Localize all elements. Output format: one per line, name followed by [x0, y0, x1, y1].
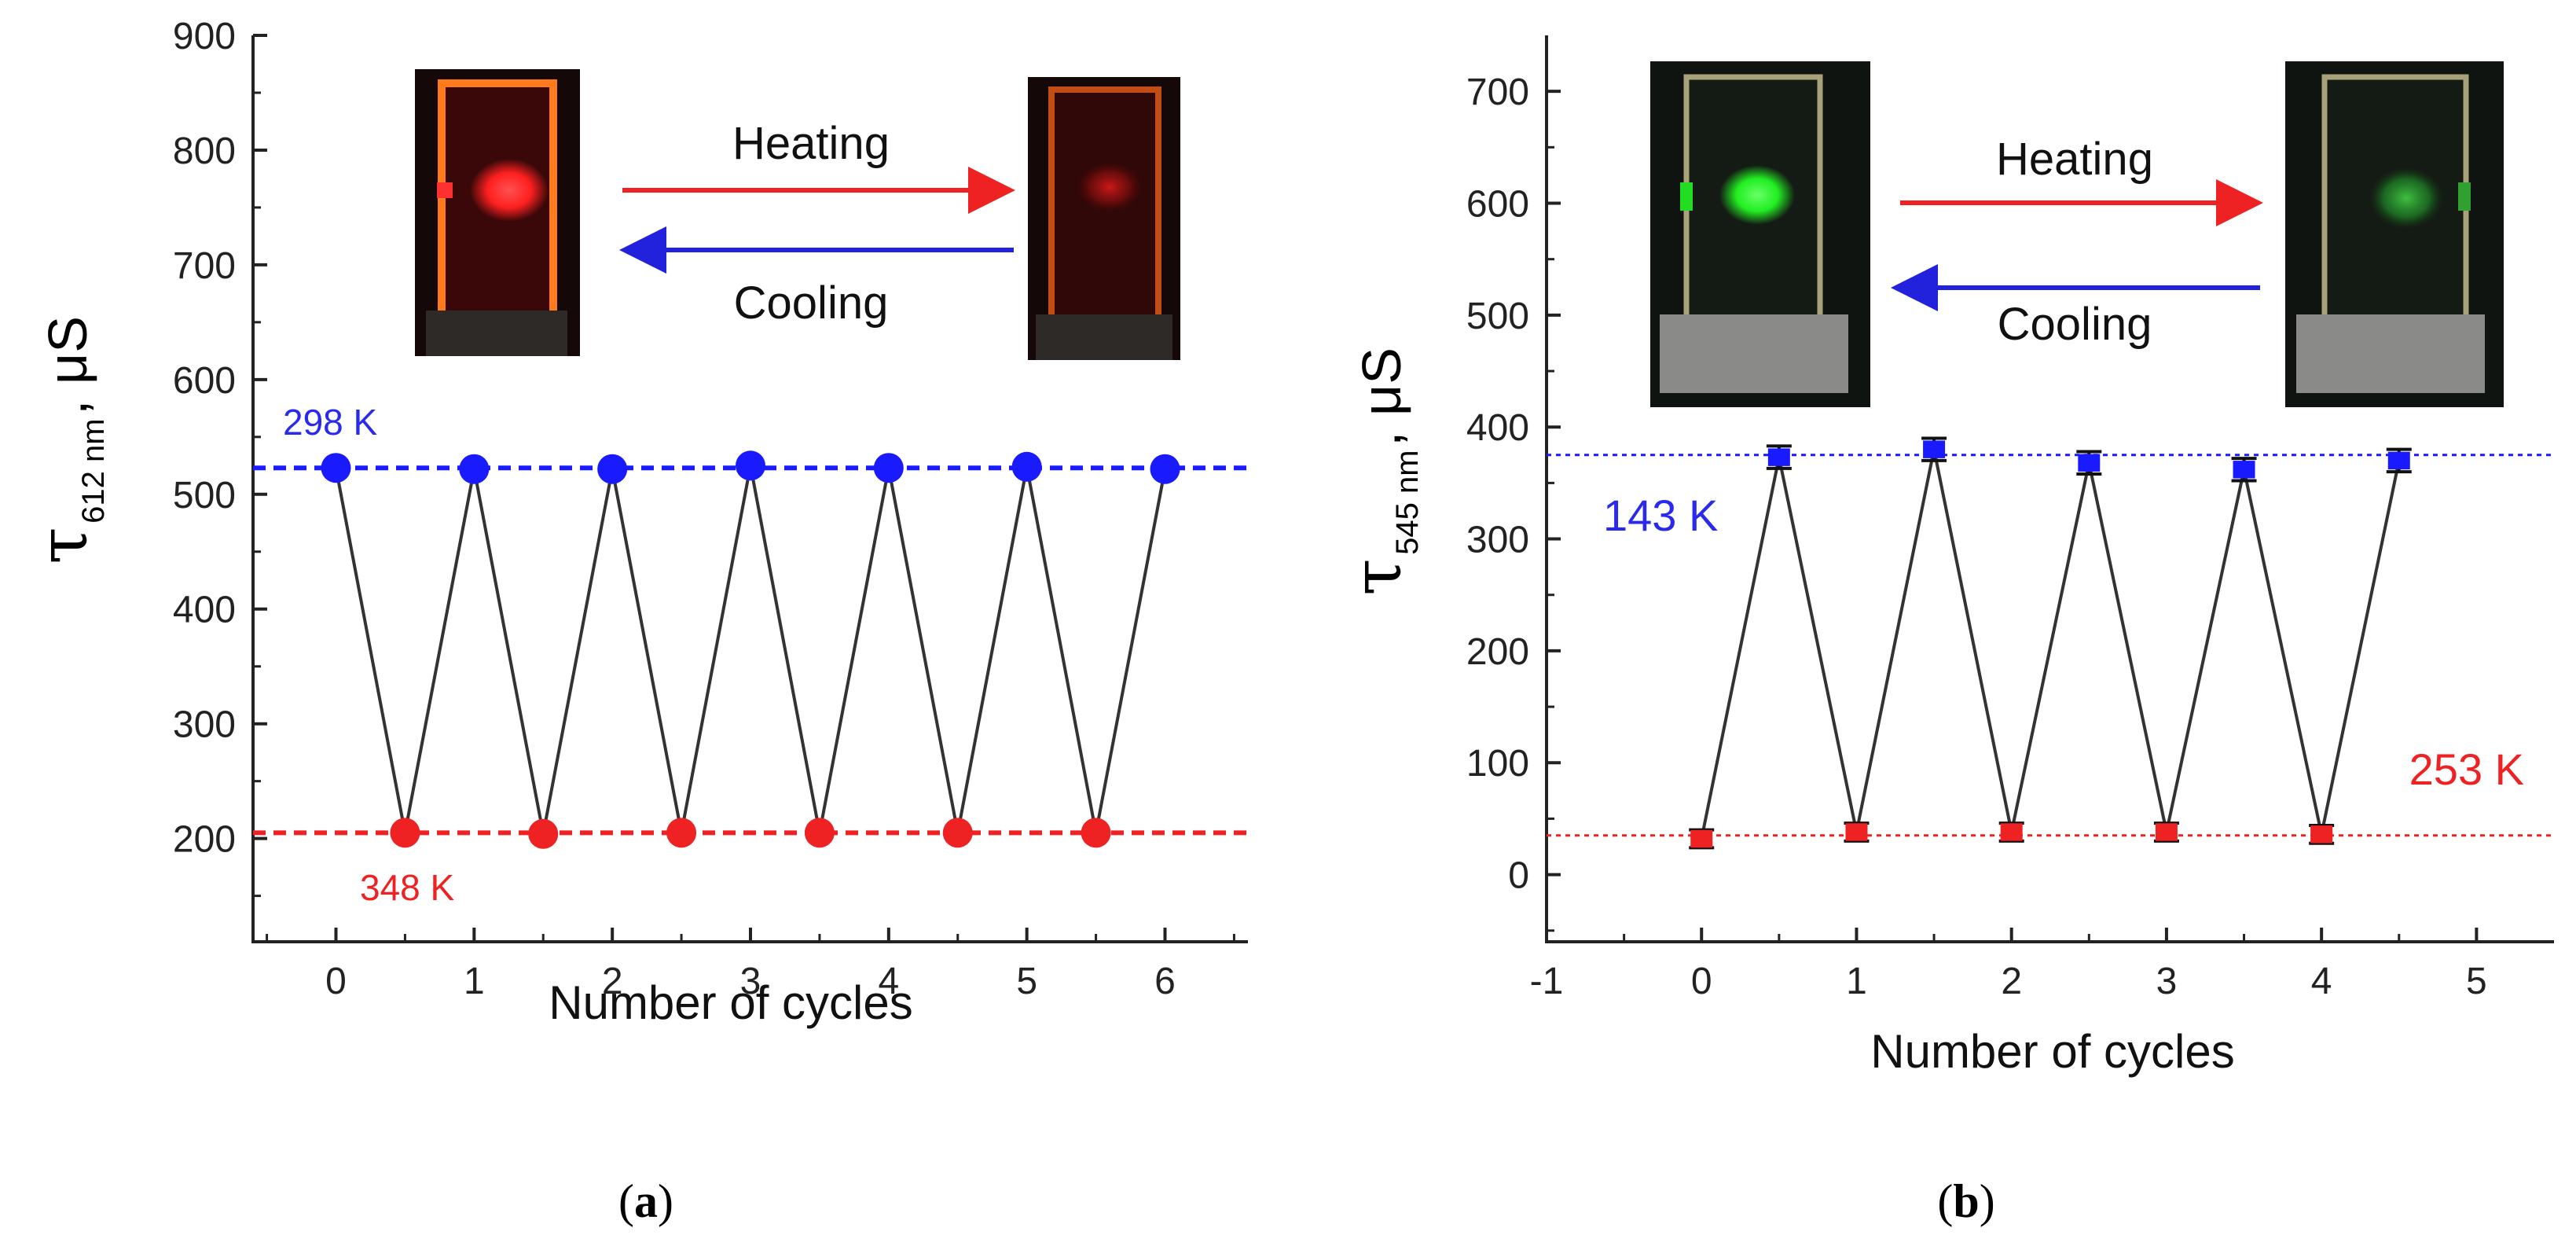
x-tick-label: 0	[1691, 961, 1712, 1002]
data-points	[321, 450, 1180, 849]
y-axis-separator: ,	[1351, 416, 1412, 447]
y-tick-label: 500	[173, 475, 236, 516]
y-axis-title: τ 545 nm , μS	[1338, 347, 1425, 596]
svg-text:τ 545 nm ,: τ 545 nm , μS	[1338, 347, 1425, 596]
x-tick-label: 0	[325, 961, 347, 1002]
data-point	[2000, 823, 2023, 841]
y-tick-label: 800	[173, 130, 236, 172]
panel-letter-b: b	[1953, 1175, 1979, 1227]
svg-text:τ 612 nm ,: τ 612 nm , μS	[24, 316, 111, 564]
data-point	[1081, 818, 1111, 848]
x-axis-ticks: 0 1 2 3 4 5 6	[266, 928, 1235, 1002]
data-point	[459, 454, 490, 484]
y-tick-label: 900	[173, 16, 236, 57]
y-axis-symbol: τ	[24, 527, 103, 564]
y-tick-label: 700	[173, 245, 236, 287]
y-tick-label: 0	[1508, 855, 1529, 897]
heating-label: Heating	[1996, 134, 2153, 185]
y-axis-ticks: 200 300 400 500 600 700 800 900	[173, 16, 267, 898]
y-axis-ticks: 0 100 200 300 400 500 600 700	[1466, 72, 1561, 932]
x-tick-label: 4	[878, 961, 899, 1002]
data-point	[2310, 825, 2333, 844]
y-axis-unit: μS	[37, 316, 98, 384]
x-tick-label: 2	[602, 961, 623, 1002]
cooling-label: Cooling	[734, 277, 889, 329]
x-tick-label: 2	[2001, 961, 2022, 1002]
x-tick-label: 3	[740, 961, 761, 1002]
series-line	[1700, 449, 2401, 840]
data-point	[666, 818, 697, 848]
data-point	[804, 818, 835, 848]
y-tick-label: 200	[173, 819, 236, 861]
x-tick-label: 3	[2156, 961, 2178, 1002]
series-lines	[334, 465, 1167, 835]
panel-label-a: (a)	[618, 1175, 673, 1227]
x-tick-label: 1	[1846, 961, 1867, 1002]
data-point	[2078, 454, 2101, 472]
data-point	[942, 818, 973, 848]
x-tick-label: 5	[2466, 961, 2487, 1002]
y-tick-label: 300	[173, 704, 236, 746]
data-point	[390, 818, 420, 848]
data-point	[1011, 451, 1042, 482]
y-tick-label: 400	[173, 590, 236, 631]
data-point	[2387, 451, 2410, 470]
x-axis-ticks: -1 0 1 2 3 4 5	[1530, 928, 2487, 1002]
x-tick-label: 5	[1016, 961, 1037, 1002]
x-tick-label: -1	[1530, 961, 1564, 1002]
y-axis-subscript: 545 nm	[1390, 450, 1425, 554]
y-tick-label: 500	[1466, 296, 1529, 337]
series-line	[334, 465, 1167, 835]
axes-frame	[251, 35, 1248, 943]
y-tick-label: 600	[173, 360, 236, 402]
x-tick-label: 6	[1154, 961, 1176, 1002]
reference-lines	[253, 465, 1248, 836]
data-point	[597, 454, 628, 484]
cuvette-red-dim-photo	[1028, 77, 1180, 360]
series-lines	[1700, 449, 2401, 840]
data-point	[528, 818, 559, 849]
y-tick-label: 700	[1466, 72, 1529, 113]
y-axis-title: τ 612 nm , μS	[24, 316, 111, 564]
y-axis-unit: μS	[1351, 347, 1412, 416]
data-point	[1845, 823, 1868, 841]
data-point	[321, 453, 351, 483]
panel-b: 0 100 200 300 400 500 600 700 -1 0 1 2 3 4 5 τ 545 nm…	[1338, 35, 2554, 1227]
data-point	[2155, 823, 2178, 841]
panel-letter-a: a	[634, 1175, 658, 1227]
y-tick-label: 400	[1466, 407, 1529, 449]
y-tick-label: 300	[1466, 520, 1529, 561]
x-axis-title: Number of cycles	[549, 976, 912, 1029]
cuvette-green-bright-photo	[1650, 61, 1870, 407]
data-point	[1150, 454, 1180, 484]
data-point	[1690, 829, 1713, 848]
cuvette-red-bright-photo	[415, 69, 580, 356]
data-point	[1923, 440, 1946, 458]
data-point	[873, 453, 904, 483]
ref-label-253k: 253 K	[2409, 744, 2524, 794]
panel-a: 200 300 400 500 600 700 800 900 0 1 2 3 4 5 6 τ 612 n…	[24, 16, 1248, 1227]
cuvette-green-dim-photo	[2285, 61, 2504, 407]
y-axis-symbol: τ	[1338, 558, 1417, 596]
heating-label: Heating	[732, 118, 890, 169]
x-tick-label: 4	[2311, 961, 2332, 1002]
ref-label-143k: 143 K	[1603, 491, 1718, 540]
y-axis-separator: ,	[37, 384, 98, 415]
ref-label-348k: 348 K	[360, 867, 455, 908]
data-points	[1690, 440, 2410, 848]
x-tick-label: 1	[464, 961, 485, 1002]
x-axis-title: Number of cycles	[1870, 1025, 2234, 1078]
y-tick-label: 100	[1466, 743, 1529, 785]
y-tick-label: 600	[1466, 184, 1529, 226]
y-axis-subscript: 612 nm	[76, 418, 111, 523]
reference-lines	[1547, 454, 2554, 837]
panel-label-b: (b)	[1937, 1175, 1994, 1227]
data-point	[736, 450, 765, 481]
data-point	[2233, 461, 2255, 479]
y-tick-label: 200	[1466, 631, 1529, 673]
cooling-label: Cooling	[1998, 299, 2152, 350]
data-point	[1767, 448, 1790, 466]
ref-label-298k: 298 K	[283, 402, 378, 443]
